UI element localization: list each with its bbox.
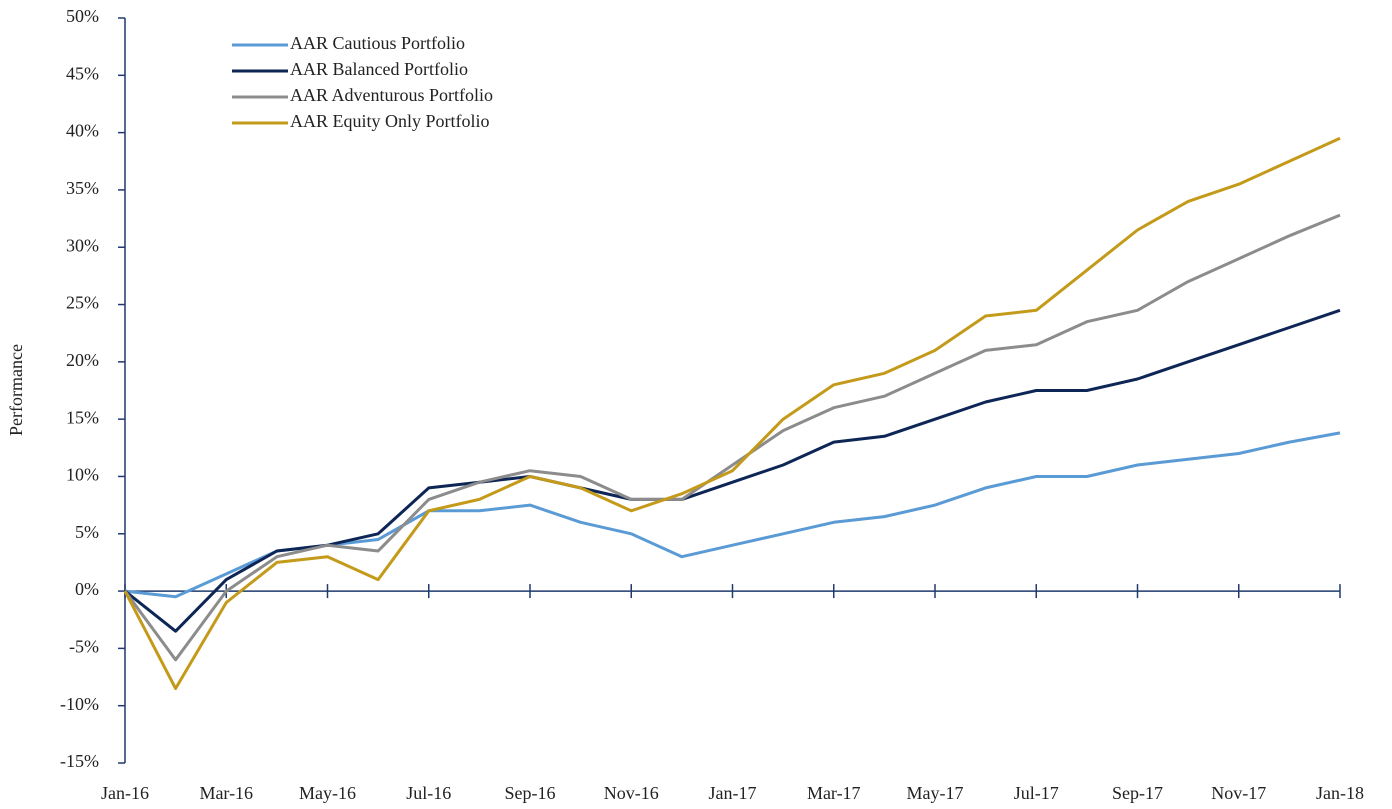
y-tick-label: 15% <box>66 407 99 427</box>
legend-label: AAR Cautious Portfolio <box>290 33 465 53</box>
legend-label: AAR Adventurous Portfolio <box>290 85 493 105</box>
x-tick-label: Mar-17 <box>807 783 861 803</box>
x-tick-label: Mar-16 <box>199 783 253 803</box>
series-line <box>123 136 1341 690</box>
y-tick-label: -10% <box>60 694 99 714</box>
x-tick-label: Jan-17 <box>709 783 757 803</box>
x-tick-label: Sep-16 <box>505 783 556 803</box>
x-tick-label: May-16 <box>299 783 356 803</box>
y-tick-label: 50% <box>66 6 99 26</box>
x-tick-label: Jan-16 <box>101 783 149 803</box>
series-line <box>123 213 1341 662</box>
y-tick-label: 5% <box>75 522 99 542</box>
y-tick-label: 30% <box>66 235 99 255</box>
x-tick-label: Jul-17 <box>1014 783 1059 803</box>
x-tick-label: Nov-16 <box>604 783 659 803</box>
x-tick-label: Jan-18 <box>1316 783 1364 803</box>
x-tick-label: Jul-16 <box>406 783 451 803</box>
legend-label: AAR Balanced Portfolio <box>290 59 468 79</box>
y-tick-label: 0% <box>75 579 99 599</box>
y-tick-label: 10% <box>66 465 99 485</box>
y-tick-label: -15% <box>60 751 99 771</box>
y-tick-label: -5% <box>69 637 99 657</box>
x-tick-label: May-17 <box>907 783 964 803</box>
y-tick-label: 40% <box>66 121 99 141</box>
y-tick-label: 35% <box>66 178 99 198</box>
y-tick-label: 25% <box>66 293 99 313</box>
x-tick-label: Sep-17 <box>1112 783 1163 803</box>
x-tick-label: Nov-17 <box>1211 783 1266 803</box>
series-line <box>124 431 1341 599</box>
y-axis-label: Performance <box>6 344 26 436</box>
y-tick-label: 45% <box>66 63 99 83</box>
y-tick-label: 20% <box>66 350 99 370</box>
legend-label: AAR Equity Only Portfolio <box>290 111 490 131</box>
